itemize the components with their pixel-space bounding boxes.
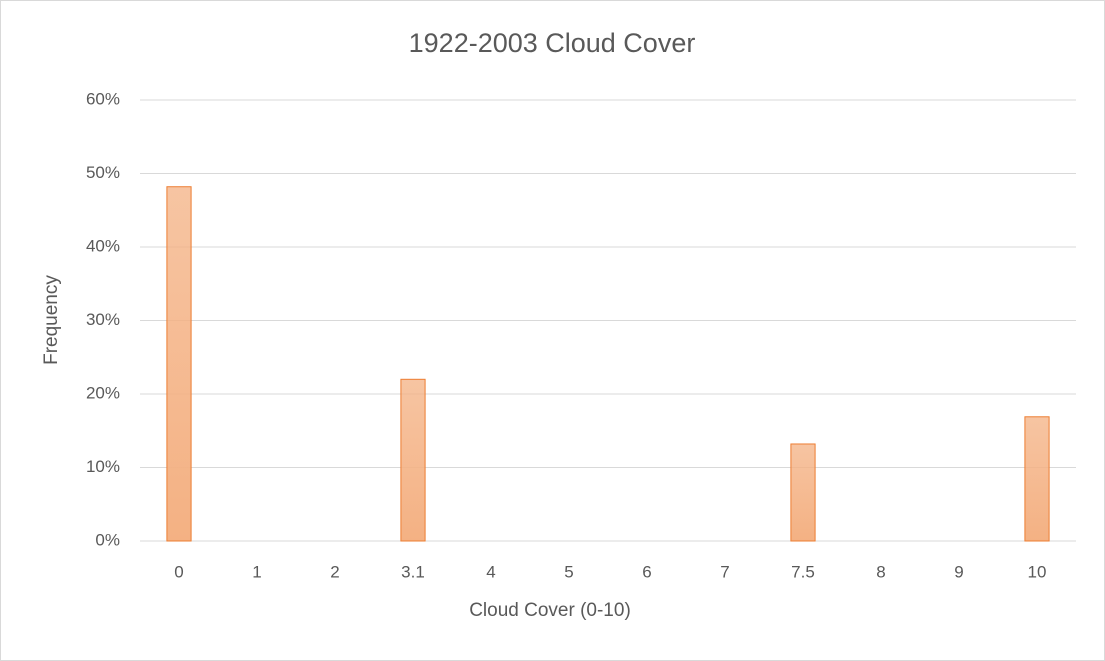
y-tick-label: 20% bbox=[86, 383, 120, 402]
chart-title: 1922-2003 Cloud Cover bbox=[409, 28, 696, 58]
x-tick-label: 8 bbox=[876, 562, 885, 581]
x-tick-label: 4 bbox=[486, 562, 495, 581]
x-tick-label: 5 bbox=[564, 562, 573, 581]
bar bbox=[400, 378, 426, 542]
x-tick-label: 2 bbox=[330, 562, 339, 581]
y-tick-label: 10% bbox=[86, 457, 120, 476]
x-tick-label: 3.1 bbox=[401, 562, 425, 581]
x-tick-label: 1 bbox=[252, 562, 261, 581]
x-tick-label: 6 bbox=[642, 562, 651, 581]
bar bbox=[166, 186, 192, 542]
bar bbox=[1024, 416, 1050, 542]
x-tick-label: 0 bbox=[174, 562, 183, 581]
y-tick-label: 60% bbox=[86, 89, 120, 108]
x-axis-title: Cloud Cover (0-10) bbox=[469, 600, 631, 621]
y-axis-title: Frequency bbox=[41, 275, 62, 365]
x-tick-label: 10 bbox=[1028, 562, 1047, 581]
y-tick-label: 0% bbox=[95, 530, 120, 549]
x-tick-label: 7.5 bbox=[791, 562, 815, 581]
y-tick-label: 40% bbox=[86, 236, 120, 255]
x-tick-label: 9 bbox=[954, 562, 963, 581]
y-tick-label: 50% bbox=[86, 163, 120, 182]
y-tick-label: 30% bbox=[86, 310, 120, 329]
bar bbox=[790, 443, 816, 542]
x-tick-label: 7 bbox=[720, 562, 729, 581]
